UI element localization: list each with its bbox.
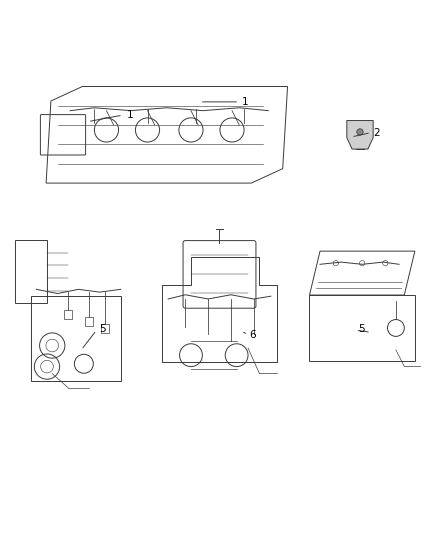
Text: 2: 2 [372, 127, 379, 138]
Bar [15, 240, 47, 303]
Bar [85, 318, 93, 326]
Text: 6: 6 [249, 329, 255, 340]
Bar [100, 325, 109, 333]
Bar [309, 295, 414, 361]
Text: 1: 1 [127, 110, 134, 120]
Text: 5: 5 [357, 324, 364, 334]
Text: 1: 1 [241, 97, 247, 107]
Circle shape [356, 129, 362, 135]
Text: 5: 5 [99, 324, 105, 334]
Bar [64, 310, 72, 319]
Polygon shape [346, 120, 372, 149]
